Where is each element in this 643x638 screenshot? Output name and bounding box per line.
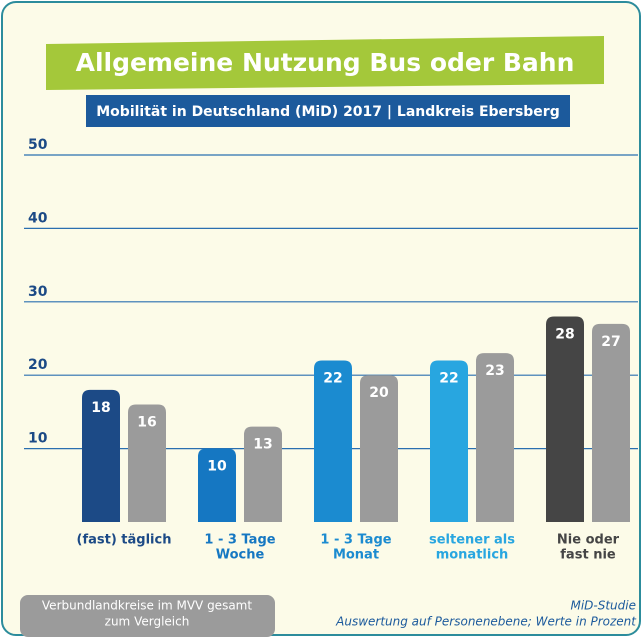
bar: [198, 448, 236, 522]
x-tick-label: Nie oder: [557, 533, 620, 548]
bar: [244, 426, 282, 522]
bar: [546, 316, 584, 522]
bar: [360, 375, 398, 522]
value-label: 20: [369, 385, 389, 401]
y-tick-label: 10: [28, 431, 48, 447]
x-tick-label: 1 - 3 Tage: [320, 533, 391, 548]
subtitle-banner: [86, 95, 570, 127]
y-tick-label: 30: [28, 284, 48, 300]
source: MiD-Studie: [570, 599, 636, 613]
x-tick-label: Monat: [333, 548, 379, 563]
value-label: 27: [601, 334, 620, 350]
x-tick-label: fast nie: [560, 548, 616, 563]
bar: [476, 353, 514, 522]
bar: [314, 360, 352, 522]
value-label: 22: [323, 371, 342, 387]
value-label: 18: [91, 400, 110, 416]
x-tick-label: (fast) täglich: [77, 533, 172, 548]
y-tick-label: 40: [28, 210, 48, 226]
bar: [430, 360, 468, 522]
y-tick-label: 20: [28, 357, 48, 373]
x-tick-label: seltener als: [429, 533, 515, 548]
x-tick-label: 1 - 3 Tage: [204, 533, 275, 548]
value-label: 22: [439, 371, 458, 387]
x-tick-label: Woche: [216, 548, 265, 563]
chart-title: Allgemeine Nutzung Bus oder Bahn: [76, 48, 575, 77]
value-label: 16: [137, 415, 156, 431]
y-tick-label: 50: [28, 137, 48, 153]
legend-box: [20, 595, 275, 637]
legend-label: zum Vergleich: [105, 615, 190, 629]
title-banner: [46, 36, 604, 90]
value-label: 10: [207, 459, 227, 475]
source: Auswertung auf Personenebene; Werte in P…: [335, 615, 637, 629]
value-label: 23: [485, 363, 504, 379]
subtitle: Mobilität in Deutschland (MiD) 2017 | La…: [96, 104, 559, 120]
bar: [592, 323, 630, 522]
legend-label: Verbundlandkreise im MVV gesamt: [42, 599, 252, 613]
bar: [82, 389, 120, 522]
x-tick-label: monatlich: [436, 548, 509, 563]
bar: [128, 404, 166, 522]
value-label: 13: [253, 437, 272, 453]
value-label: 28: [555, 326, 574, 342]
